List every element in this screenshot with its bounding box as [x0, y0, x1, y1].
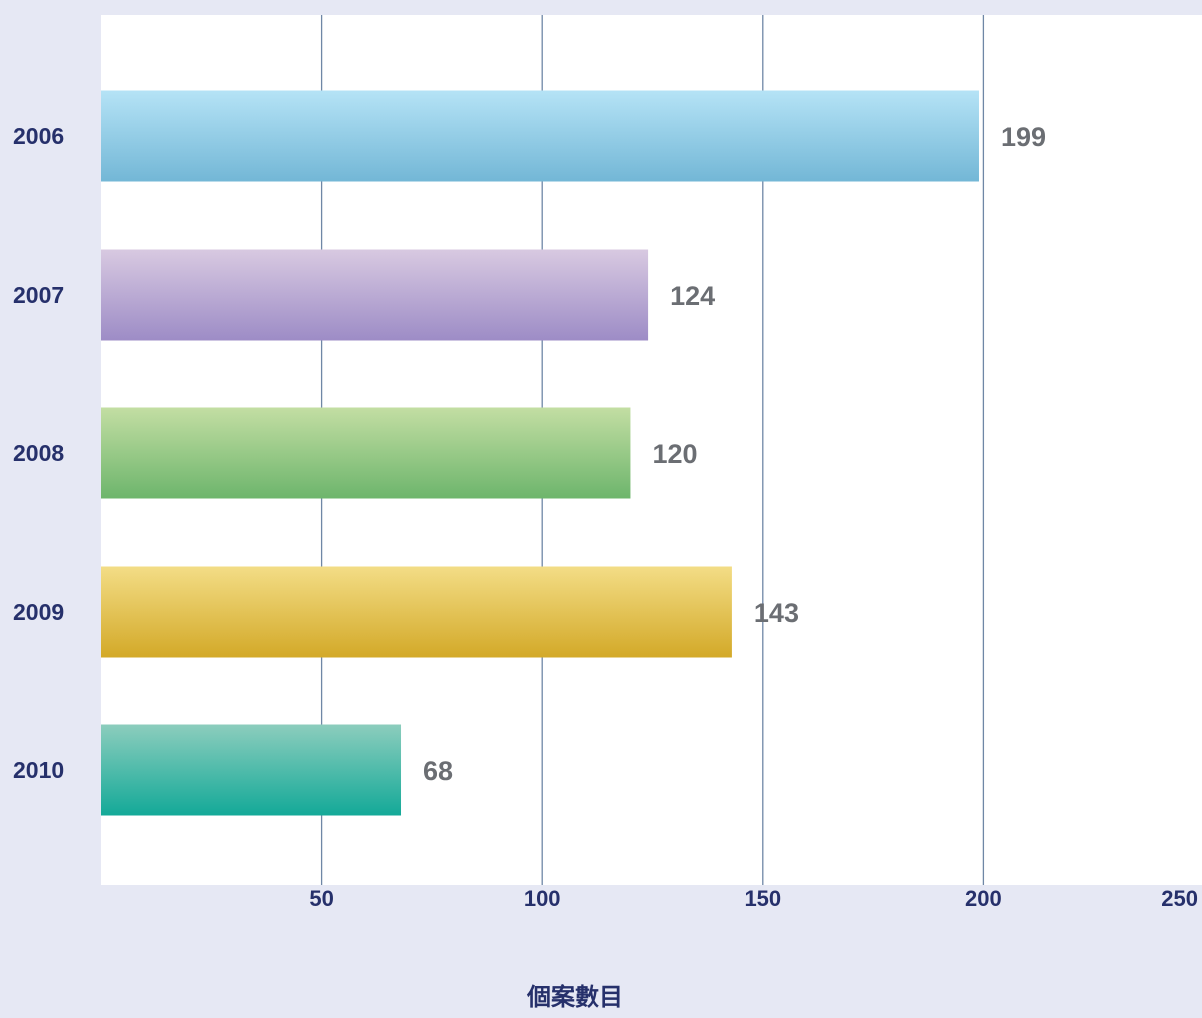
bar-2009 — [101, 566, 732, 658]
bar-2008 — [101, 407, 631, 499]
bar-2006 — [101, 90, 979, 182]
value-label-2009: 143 — [754, 598, 799, 628]
category-label-2006: 2006 — [13, 123, 64, 149]
x-tick-labels: 50 100 150 200 250 — [309, 886, 1198, 911]
x-tick-label-50: 50 — [309, 886, 333, 911]
value-label-2008: 120 — [652, 439, 697, 469]
value-label-2010: 68 — [423, 756, 453, 786]
bar-2010 — [101, 724, 402, 816]
value-label-2006: 199 — [1001, 122, 1046, 152]
x-tick-label-100: 100 — [524, 886, 561, 911]
category-label-2009: 2009 — [13, 599, 64, 625]
category-label-2007: 2007 — [13, 282, 64, 308]
category-label-2010: 2010 — [13, 757, 64, 783]
x-tick-label-250: 250 — [1161, 886, 1198, 911]
value-label-2007: 124 — [670, 281, 715, 311]
category-label-2008: 2008 — [13, 440, 64, 466]
bars — [101, 90, 979, 816]
bar-2007 — [101, 249, 649, 341]
x-axis-title: 個案數目 — [526, 983, 623, 1011]
category-labels: 2006 2007 2008 2009 2010 — [13, 123, 64, 783]
value-labels: 199 124 120 143 68 — [423, 122, 1046, 786]
x-tick-label-150: 150 — [744, 886, 781, 911]
x-tick-label-200: 200 — [965, 886, 1002, 911]
